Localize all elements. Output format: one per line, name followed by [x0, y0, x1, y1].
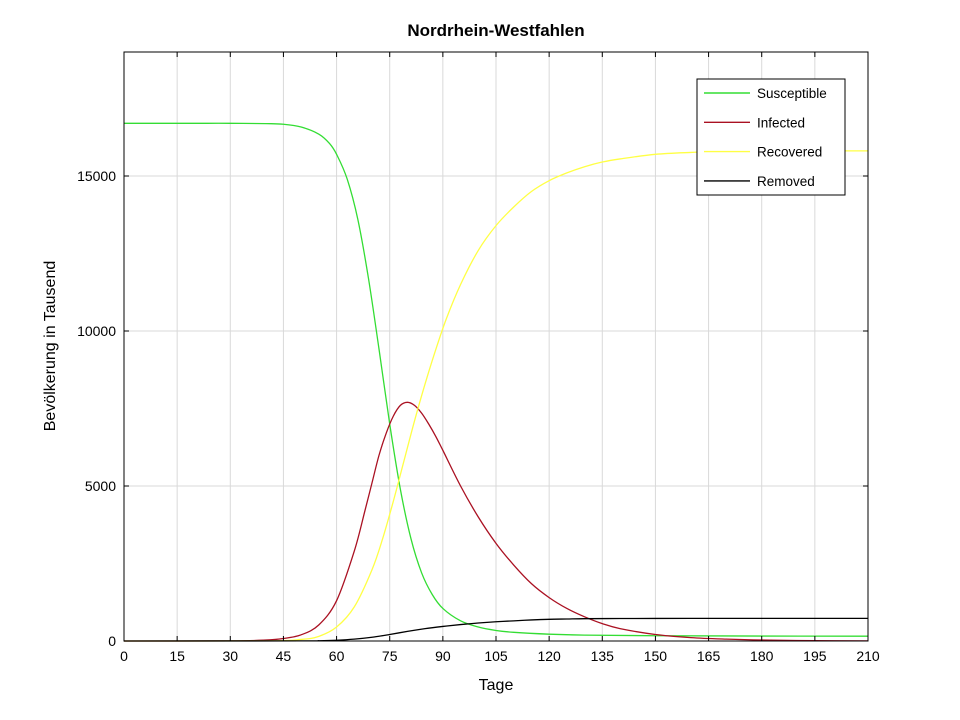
- series-group: [123, 122, 869, 642]
- x-tick-label: 210: [856, 648, 880, 664]
- x-tick-label: 195: [803, 648, 827, 664]
- x-tick-label: 120: [537, 648, 561, 664]
- x-tick-label: 165: [697, 648, 721, 664]
- x-tick-label: 0: [120, 648, 128, 664]
- legend-box: [696, 78, 846, 196]
- x-tick-label: 135: [591, 648, 615, 664]
- legend-label-removed: Removed: [757, 174, 815, 189]
- series-line-infected: [123, 401, 869, 642]
- y-tick-label: 15000: [77, 168, 116, 184]
- x-tick-label: 45: [276, 648, 292, 664]
- chart-title: Nordrhein-Westfahlen: [407, 21, 584, 40]
- grid: [124, 52, 868, 641]
- axis-ticks: 0 15 30 45 60 75 90 105 120 135 150 165 180 195 210 0 50…: [77, 52, 880, 664]
- x-tick-label: 60: [329, 648, 345, 664]
- series-line-susceptible: [124, 122, 869, 637]
- y-tick-label: 10000: [77, 323, 116, 339]
- x-tick-label: 150: [644, 648, 668, 664]
- series-line-recovered: [123, 150, 869, 642]
- x-tick-label: 75: [382, 648, 398, 664]
- y-tick-label: 5000: [85, 478, 116, 494]
- x-tick-label: 15: [169, 648, 185, 664]
- legend: Susceptible Infected Recovered Removed: [696, 78, 846, 196]
- y-tick-label: 0: [108, 633, 116, 649]
- x-tick-label: 90: [435, 648, 451, 664]
- x-tick-label: 105: [484, 648, 508, 664]
- x-axis-label: Tage: [479, 677, 514, 694]
- legend-label-infected: Infected: [757, 115, 805, 130]
- series-line-removed: [123, 617, 868, 642]
- legend-label-recovered: Recovered: [757, 145, 822, 160]
- y-axis-label: Bevölkerung in Tausend: [42, 261, 59, 432]
- x-tick-label: 180: [750, 648, 774, 664]
- x-tick-label: 30: [222, 648, 238, 664]
- legend-label-susceptible: Susceptible: [757, 86, 827, 101]
